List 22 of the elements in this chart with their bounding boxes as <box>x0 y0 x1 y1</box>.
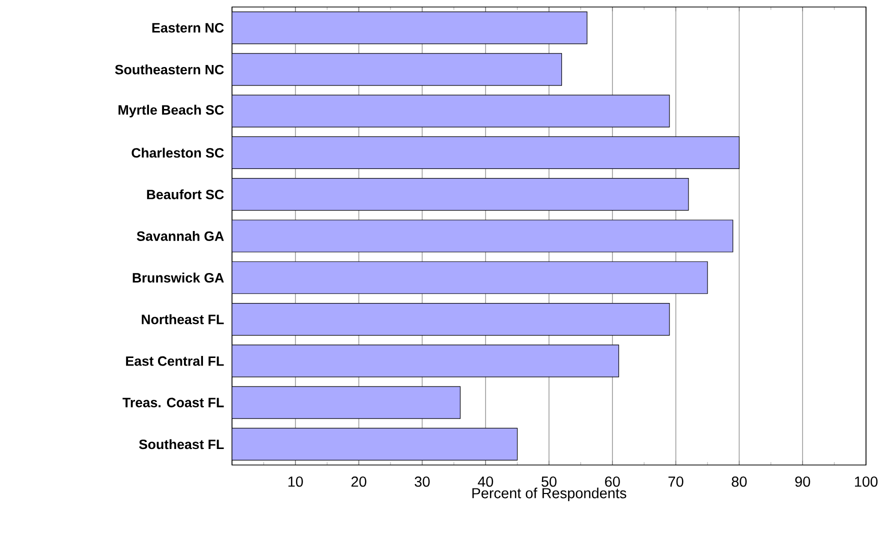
y-tick-label: Southeast FL <box>139 439 224 450</box>
y-tick-label: Treas. Coast FL <box>122 398 224 408</box>
x-tick-label: 40 <box>478 476 494 487</box>
y-tick-label: Eastern NC <box>152 23 224 33</box>
x-tick-label: 60 <box>605 476 620 487</box>
y-tick-label: Brunswick GA <box>132 272 224 283</box>
y-tick-label: Beaufort SC <box>147 189 224 200</box>
x-tick-label: 80 <box>732 476 747 487</box>
x-tick-label: 20 <box>351 476 366 487</box>
x-tick-label: 90 <box>795 476 810 487</box>
x-axis-title: Percent of Respondents <box>472 488 626 502</box>
x-tick-label: 100 <box>855 476 878 487</box>
x-tick-label: 30 <box>414 476 430 487</box>
y-tick-label: Charleston SC <box>132 148 224 158</box>
y-tick-label: Northeast FL <box>142 314 224 324</box>
x-tick-label: 70 <box>668 476 684 487</box>
y-tick-label: Southeastern NC <box>115 64 224 74</box>
x-tick-label: 10 <box>288 476 303 487</box>
y-tick-label: Savannah GA <box>136 231 224 241</box>
x-tick-label: 50 <box>542 476 556 487</box>
y-tick-label: Myrtle Beach SC <box>118 104 224 118</box>
y-tick-label: East Central FL <box>126 356 224 366</box>
